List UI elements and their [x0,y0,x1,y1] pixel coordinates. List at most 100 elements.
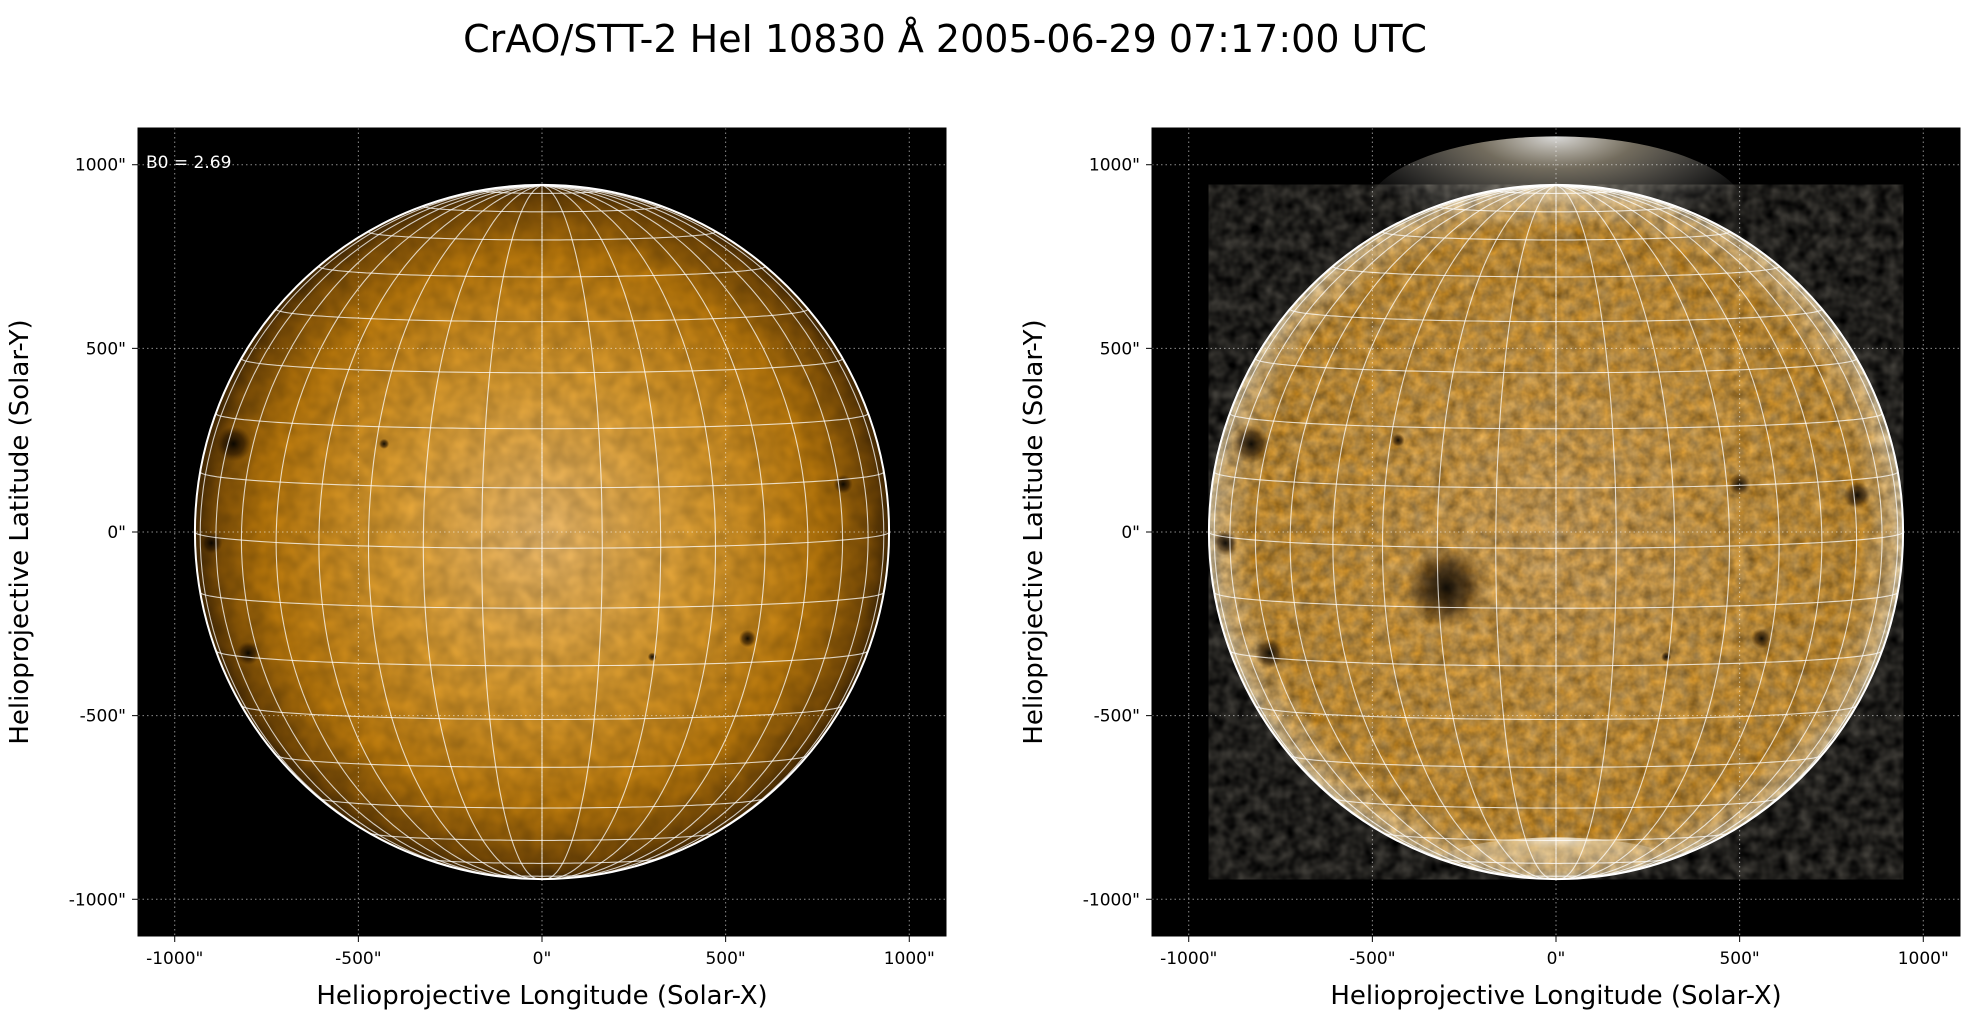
panel-left-latitude-line [318,265,766,278]
panel-left-dark-region [378,438,390,449]
panel-right-longitude-line [1495,184,1557,880]
panel-right-longitude-line [1555,184,1731,880]
panel-right-y-tick-label: 500" [1100,339,1140,359]
panel-left-latitude-line [241,705,843,721]
panel-left-longitude-line [199,184,543,867]
panel-right-y-tick-label: -1000" [1083,890,1140,910]
panel-right-dark-region [1254,638,1285,668]
panel-right-dark-region [1212,530,1238,556]
panel-left-longitude-line [367,184,543,880]
panel-right-longitude-line [1436,184,1557,880]
panel-right-latitude-line [1229,413,1883,430]
panel-right-longitude-line [1289,184,1557,879]
panel-left-y-tick-label: 0" [107,523,126,543]
panel-left-y-tick-label: 500" [86,339,126,359]
panel-right-latitude-line [1254,358,1858,374]
panel-left-longitude-line [541,184,869,877]
panel-right-longitude-line [1381,184,1557,880]
panel-right-longitude-line [1555,184,1899,867]
panel-left-latitude-line [424,858,660,864]
panel-left-longitude-line [541,184,717,880]
panel-right-latitude-line [1332,265,1780,278]
panel-right-longitude-line [1254,184,1557,879]
panel-right-latitude-line [1333,797,1779,809]
panel-right-longitude-line [1555,184,1858,879]
panel-left-longitude-line [275,184,543,879]
panel-left-longitude-line [541,184,766,880]
panel-left-x-axis-label: Helioprojective Longitude (Solar-X) [316,981,767,1011]
panel-right-longitude-line [1555,184,1883,877]
panel-right-longitude-line [1332,184,1557,880]
panel-right-x-tick-label: -500" [1349,949,1395,969]
panel-left-longitude-line [422,184,543,880]
panel-left-longitude-line [481,184,543,880]
panel-right-y-axis-label: Helioprojective Latitude (Solar-Y) [1019,319,1049,744]
panel-left-latitude-line [275,308,809,323]
panel-left-x-tick-label: -500" [335,949,381,969]
panel-right-y-tick-label: -500" [1094,707,1140,727]
panel-right-latitude-line [1255,705,1857,721]
panel-right-dark-region [1232,424,1271,463]
panel-left-longitude-line [541,184,662,880]
panel-left-y-tick-label: -1000" [69,890,126,910]
panel-right-x-tick-label: -1000" [1160,949,1217,969]
panel-left-longitude-line [240,184,543,879]
panel-left-limb-outline [193,183,891,881]
panel-right-y-tick-label: 0" [1121,523,1140,543]
panel-right-latitude-line [1213,471,1899,489]
panel-left-y-axis-label: Helioprojective Latitude (Solar-Y) [5,319,35,744]
panel-right-dark-region [1405,546,1487,628]
panel-left-x-tick-label: 500" [705,949,745,969]
panel-left-dark-region [236,641,260,665]
panel-left-longitude-line [318,184,543,880]
panel-left-latitude-line [215,650,869,667]
panel-right-dark-region [1843,482,1871,509]
panel-right-latitude-line [1438,858,1674,864]
panel-left-b0-annotation: B0 = 2.69 [146,153,231,173]
panel-right-dark-region [1751,628,1772,649]
panel-left-latitude-line [199,471,885,489]
panel-left-latitude-line [369,832,715,841]
panel-left-x-tick-label: -1000" [146,949,203,969]
figure-title: CrAO/STT-2 HeI 10830 Å 2005-06-29 07:17:… [463,17,1427,61]
panel-right-x-tick-label: 1000" [1898,949,1949,969]
panel-right-latitude-line [1436,205,1676,213]
panel-left-dark-region [833,474,853,494]
panel-right-longitude-line [1555,184,1780,880]
panel-right-latitude-line [1208,531,1904,549]
panel-left-x-tick-label: 1000" [884,949,935,969]
panel-right-dark-region [1391,433,1405,447]
panel-right-latitude-line [1289,308,1823,323]
panel-left-latitude-line [422,205,662,213]
panel-left-longitude-line [541,184,603,880]
panel-left-latitude-line [319,797,765,809]
panel-left-longitude-line [541,184,809,879]
panel-right-longitude-line [1213,184,1557,867]
left-panel: -1000" 1000" -500" 500" 0" 0" 500" -500" 1000" -1… [5,127,947,1011]
panel-right-limb-outline [1207,183,1905,881]
right-panel: -1000" 1000" -500" 500" 0" 0" 500" -500" 1000" -1… [1019,127,1961,1011]
panel-right-longitude-line [1229,184,1557,877]
panel-right-y-tick-label: 1000" [1089,156,1140,176]
panel-right-longitude-line [1555,184,1823,879]
panel-left-latitude-line [200,592,884,609]
panel-left-latitude-line [367,231,717,241]
panel-right-latitude-line [1229,650,1883,667]
panel-left-y-tick-label: -500" [80,707,126,727]
panel-left-latitude-line [276,755,808,768]
panel-right-longitude-line [1555,184,1617,880]
panel-left-latitude-line [480,190,604,194]
panel-left-x-tick-label: 0" [533,949,552,969]
panel-right-x-tick-label: 500" [1719,949,1759,969]
panel-right-x-axis-label: Helioprojective Longitude (Solar-X) [1330,981,1781,1011]
panel-left-latitude-line [240,358,844,374]
panel-left-dark-region [215,426,252,462]
panel-right-dark-region [1661,651,1672,663]
panel-left-y-tick-label: 1000" [75,156,126,176]
panel-right-latitude-line [1381,231,1731,241]
panel-left-longitude-line [215,184,543,877]
panel-right-latitude-line [1214,592,1898,609]
panel-left-latitude-line [194,531,890,549]
panel-left-latitude-line [215,413,869,430]
